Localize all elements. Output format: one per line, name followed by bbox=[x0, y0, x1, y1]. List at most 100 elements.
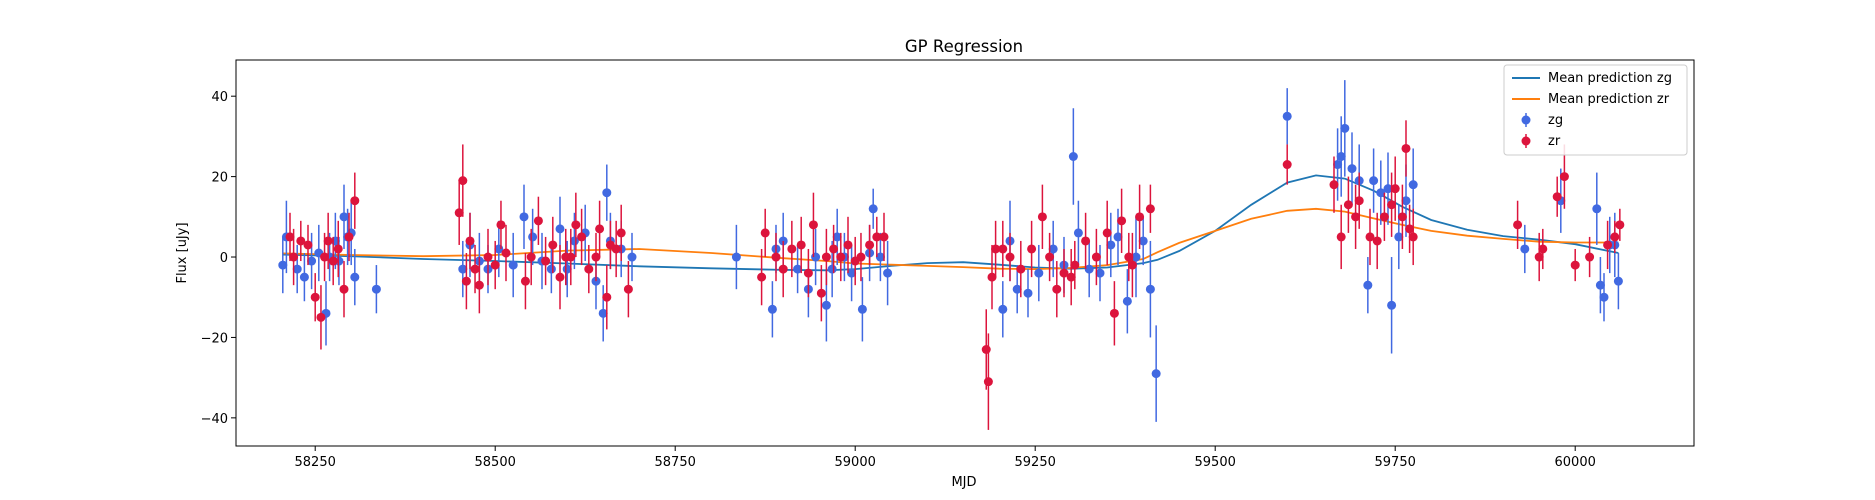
y-axis-label: Flux [uJy] bbox=[175, 222, 190, 283]
data-point bbox=[1037, 212, 1047, 222]
data-point bbox=[1376, 188, 1386, 198]
data-point bbox=[1603, 240, 1613, 250]
data-point bbox=[520, 276, 530, 286]
data-point bbox=[1538, 244, 1548, 254]
data-point bbox=[856, 252, 866, 262]
data-point bbox=[796, 240, 806, 250]
data-point bbox=[1016, 264, 1026, 274]
data-point bbox=[1081, 236, 1091, 246]
data-point bbox=[339, 212, 349, 222]
data-point bbox=[470, 264, 480, 274]
data-point bbox=[1084, 264, 1094, 274]
data-point bbox=[566, 252, 576, 262]
data-point bbox=[1408, 232, 1418, 242]
data-point bbox=[528, 232, 538, 242]
data-point bbox=[1012, 284, 1022, 294]
data-point bbox=[496, 220, 506, 230]
data-point bbox=[760, 228, 770, 238]
data-point bbox=[1095, 268, 1105, 278]
data-point bbox=[987, 272, 997, 282]
x-tick-label: 59250 bbox=[1015, 455, 1056, 470]
data-point bbox=[793, 264, 803, 274]
data-point bbox=[310, 292, 320, 302]
data-point bbox=[1340, 123, 1350, 133]
data-point bbox=[1363, 280, 1373, 290]
data-point bbox=[602, 188, 612, 198]
data-point bbox=[847, 268, 857, 278]
data-point bbox=[1091, 252, 1101, 262]
data-point bbox=[1351, 212, 1361, 222]
data-point bbox=[555, 224, 565, 234]
data-point bbox=[811, 252, 821, 262]
data-point bbox=[1131, 252, 1141, 262]
data-point bbox=[595, 224, 605, 234]
data-point bbox=[602, 292, 612, 302]
data-point bbox=[323, 236, 333, 246]
data-point bbox=[303, 240, 313, 250]
data-point bbox=[316, 312, 326, 322]
data-point bbox=[1365, 232, 1375, 242]
data-point bbox=[584, 264, 594, 274]
data-point bbox=[1570, 260, 1580, 270]
data-point bbox=[483, 252, 493, 262]
data-point bbox=[1052, 284, 1062, 294]
data-point bbox=[1282, 111, 1292, 121]
data-point bbox=[1387, 200, 1397, 210]
plot-area: 58250 58500 58750 59000 59250 59500 59750 60000… bbox=[201, 59, 1695, 470]
data-point bbox=[1070, 260, 1080, 270]
data-point bbox=[1401, 196, 1411, 206]
data-point bbox=[1048, 244, 1058, 254]
data-point bbox=[555, 272, 565, 282]
x-tick-label: 58500 bbox=[475, 455, 516, 470]
data-point bbox=[1124, 252, 1134, 262]
data-point bbox=[1347, 164, 1357, 174]
data-point bbox=[546, 264, 556, 274]
data-point bbox=[285, 232, 295, 242]
axes-frame bbox=[235, 59, 1695, 447]
data-point bbox=[562, 264, 572, 274]
data-point bbox=[458, 176, 468, 186]
chart-title: GP Regression bbox=[905, 37, 1023, 56]
data-point bbox=[1534, 252, 1544, 262]
legend-label-zr: zr bbox=[1548, 134, 1561, 149]
data-point bbox=[832, 232, 842, 242]
data-point bbox=[350, 196, 360, 206]
data-point bbox=[1405, 224, 1415, 234]
data-point bbox=[508, 260, 518, 270]
data-point bbox=[1394, 232, 1404, 242]
data-point bbox=[1045, 252, 1055, 262]
data-point bbox=[611, 244, 621, 254]
data-point bbox=[1610, 232, 1620, 242]
data-point bbox=[454, 208, 464, 218]
data-point bbox=[1354, 196, 1364, 206]
x-tick-label: 59000 bbox=[835, 455, 876, 470]
data-point bbox=[598, 308, 608, 318]
data-point bbox=[627, 252, 637, 262]
data-point bbox=[808, 220, 818, 230]
data-point bbox=[1102, 228, 1112, 238]
data-point bbox=[803, 268, 813, 278]
data-point bbox=[328, 256, 338, 266]
data-point bbox=[1613, 276, 1623, 286]
data-point bbox=[1390, 184, 1400, 194]
data-point bbox=[998, 244, 1008, 254]
data-point bbox=[1401, 143, 1411, 153]
data-point bbox=[1329, 180, 1339, 190]
data-point bbox=[778, 264, 788, 274]
data-point bbox=[289, 252, 299, 262]
legend-label-zr-prediction: Mean prediction zr bbox=[1548, 92, 1670, 107]
data-point bbox=[731, 252, 741, 262]
data-point bbox=[816, 288, 826, 298]
series-zr-points bbox=[285, 120, 1625, 430]
data-point bbox=[857, 304, 867, 314]
data-point bbox=[991, 244, 1001, 254]
legend-box bbox=[1503, 64, 1688, 156]
data-point bbox=[333, 244, 343, 254]
x-tick-label: 60000 bbox=[1555, 455, 1596, 470]
data-point bbox=[1109, 308, 1119, 318]
data-point bbox=[1066, 272, 1076, 282]
data-point bbox=[1282, 160, 1292, 170]
y-tick-label: 0 bbox=[220, 251, 228, 266]
data-point bbox=[533, 216, 543, 226]
y-tick-label: 20 bbox=[211, 171, 228, 186]
